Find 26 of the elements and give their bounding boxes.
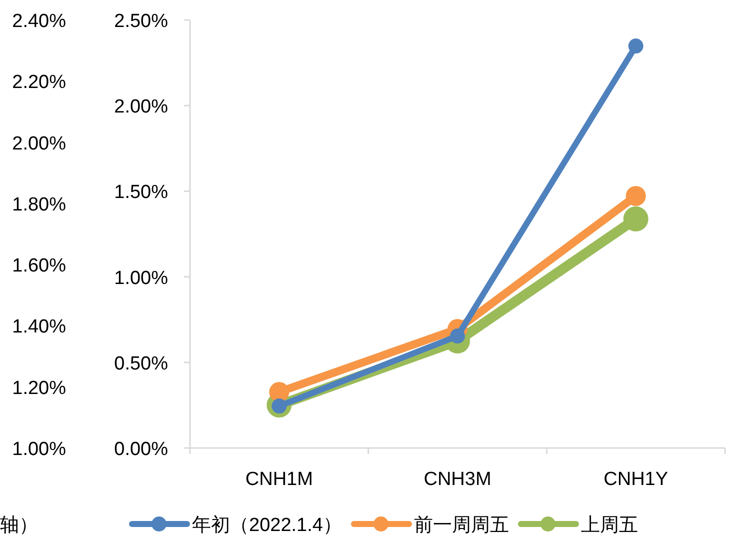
y2-tick-label: 1.80% [12, 194, 66, 216]
y2-tick-label: 2.00% [12, 133, 66, 154]
point [628, 38, 644, 54]
y2-tick-label: 1.40% [12, 316, 66, 338]
legend-label: 前一周周五 [414, 515, 509, 536]
y-tick-label: 2.00% [114, 96, 168, 118]
y-tick-label: 1.50% [114, 182, 168, 204]
text: 轴） [0, 515, 38, 536]
y2-tick-label: 1.00% [12, 439, 66, 460]
y-tick-label: 1.00% [114, 268, 168, 289]
y-tick-label: 0.00% [114, 439, 168, 460]
x-tick-label: CNH1Y [604, 469, 668, 490]
point [269, 382, 290, 402]
legend-label: 年初（2022.1.4） [192, 514, 342, 536]
legend-label: 上周五 [580, 515, 638, 536]
x-tick-label: CNH3M [424, 469, 492, 490]
y2-tick-label: 1.60% [12, 256, 66, 277]
y-tick-label: 0.50% [114, 353, 168, 374]
y2-tick-label: 1.20% [12, 378, 66, 399]
point [626, 186, 646, 206]
point [623, 206, 648, 232]
point [450, 328, 465, 344]
x-tick-label: CNH1M [245, 469, 313, 490]
y2-tick-label: 2.20% [12, 72, 66, 94]
y2-tick-label: 2.40% [12, 11, 66, 32]
y-tick-label: 2.50% [114, 11, 168, 32]
